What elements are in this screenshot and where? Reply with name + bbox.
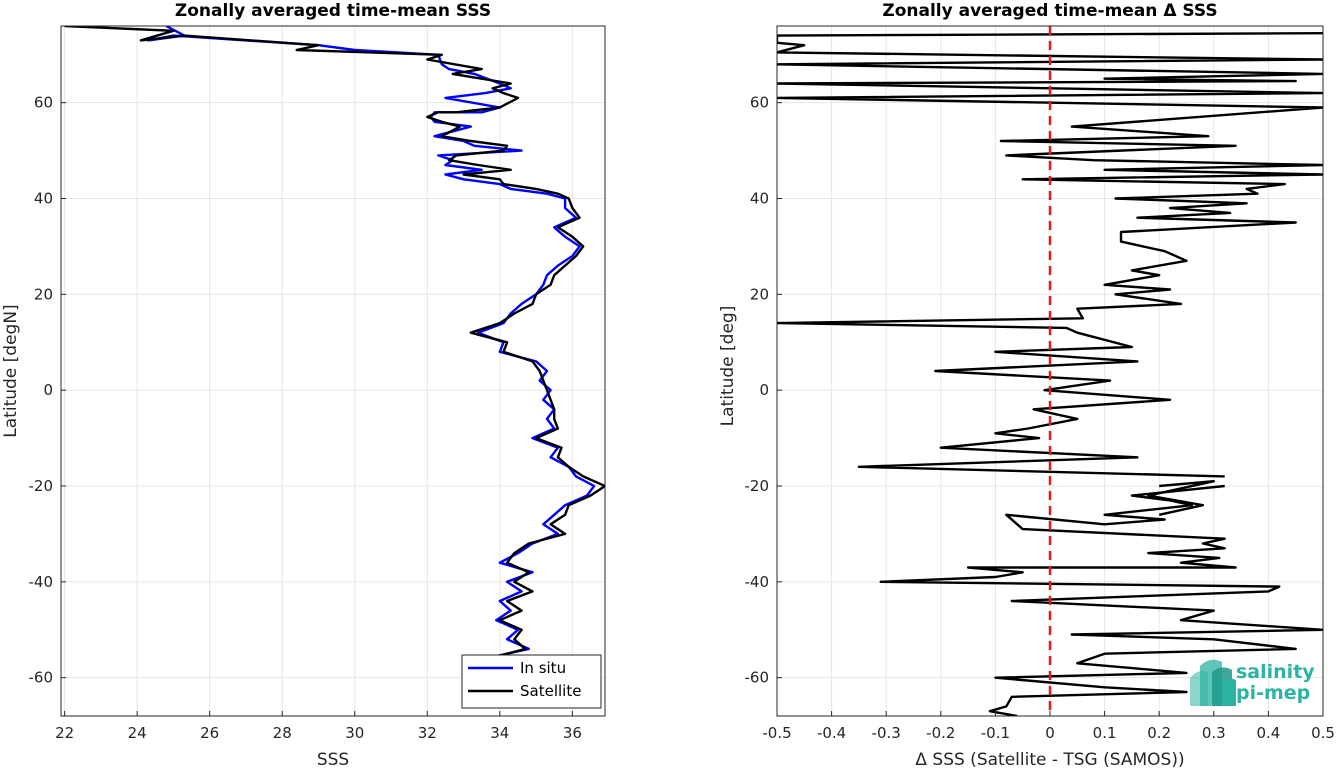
right-chart-title: Zonally averaged time-mean Δ SSS — [882, 1, 1217, 21]
legend-box — [461, 654, 602, 709]
x-tick-label: -0.2 — [926, 724, 955, 742]
x-tick-label: 0.5 — [1311, 724, 1335, 742]
y-tick-label: 60 — [34, 94, 53, 112]
left-grid — [61, 26, 605, 716]
x-tick-label: 26 — [200, 724, 219, 742]
y-tick-label: -20 — [29, 477, 54, 495]
right-y-axis-label: Latitude [deg] — [718, 306, 738, 427]
logo-wave-icon — [1190, 659, 1236, 706]
x-tick-label: 0.3 — [1202, 724, 1226, 742]
series-line-satellite — [64, 26, 605, 679]
x-tick-label: -0.3 — [872, 724, 901, 742]
y-tick-label: 60 — [750, 94, 769, 112]
right-x-axis-label: Δ SSS (Satellite - TSG (SAMOS)) — [915, 750, 1184, 769]
y-tick-label: -40 — [29, 573, 54, 591]
x-tick-label: 28 — [273, 724, 292, 742]
left-chart: 22 24 26 28 30 32 34 36 -60 -40 -20 0 20 40 60 Zonally… — [1, 1, 606, 769]
x-tick-label: 0.1 — [1093, 724, 1117, 742]
legend-label-satellite: Satellite — [520, 682, 581, 700]
left-series — [64, 26, 605, 679]
y-tick-label: -40 — [745, 573, 770, 591]
left-tick-labels: 22 24 26 28 30 32 34 36 -60 -40 -20 0 20 40 60 — [29, 94, 582, 742]
left-plot-frame — [60, 25, 606, 717]
logo-text-line1: salinity — [1236, 661, 1315, 683]
x-tick-label: 36 — [563, 724, 582, 742]
y-tick-label: 40 — [34, 190, 53, 208]
series-line-series-2 — [1147, 480, 1216, 516]
y-tick-label: 0 — [43, 381, 53, 399]
salinity-pi-mep-logo: salinity pi-mep — [1190, 659, 1315, 706]
x-tick-label: 34 — [490, 724, 509, 742]
left-x-axis-label: SSS — [317, 750, 349, 769]
logo-text-line2: pi-mep — [1236, 682, 1310, 704]
right-tick-labels: -0.5 -0.4 -0.3 -0.2 -0.1 0 0.1 0.2 0.3 0.4 0.5 -60 -… — [745, 94, 1335, 742]
series-line-in-situ — [146, 26, 596, 679]
y-tick-label: -20 — [745, 477, 770, 495]
x-tick-label: 22 — [55, 724, 74, 742]
y-tick-label: -60 — [745, 669, 770, 687]
x-tick-label: 0.2 — [1147, 724, 1171, 742]
legend: In situ Satellite — [461, 654, 602, 709]
x-tick-label: 0.4 — [1256, 724, 1280, 742]
x-tick-label: 32 — [418, 724, 437, 742]
y-tick-label: -60 — [29, 669, 54, 687]
x-tick-label: -0.4 — [817, 724, 846, 742]
legend-label-insitu: In situ — [520, 659, 566, 677]
left-chart-title: Zonally averaged time-mean SSS — [175, 1, 491, 21]
right-chart: -0.5 -0.4 -0.3 -0.2 -0.1 0 0.1 0.2 0.3 0.4 0.5 -60 -… — [718, 1, 1335, 769]
x-tick-label: 0 — [1045, 724, 1055, 742]
x-tick-label: -0.1 — [981, 724, 1010, 742]
y-tick-label: 20 — [34, 285, 53, 303]
x-tick-label: 24 — [128, 724, 147, 742]
left-y-axis-label: Latitude [degN] — [1, 304, 21, 437]
y-tick-label: 20 — [750, 285, 769, 303]
series-line-series-1 — [879, 484, 1323, 716]
y-tick-label: 40 — [750, 190, 769, 208]
x-tick-label: -0.5 — [762, 724, 791, 742]
y-tick-label: 0 — [759, 381, 769, 399]
x-tick-label: 30 — [345, 724, 364, 742]
